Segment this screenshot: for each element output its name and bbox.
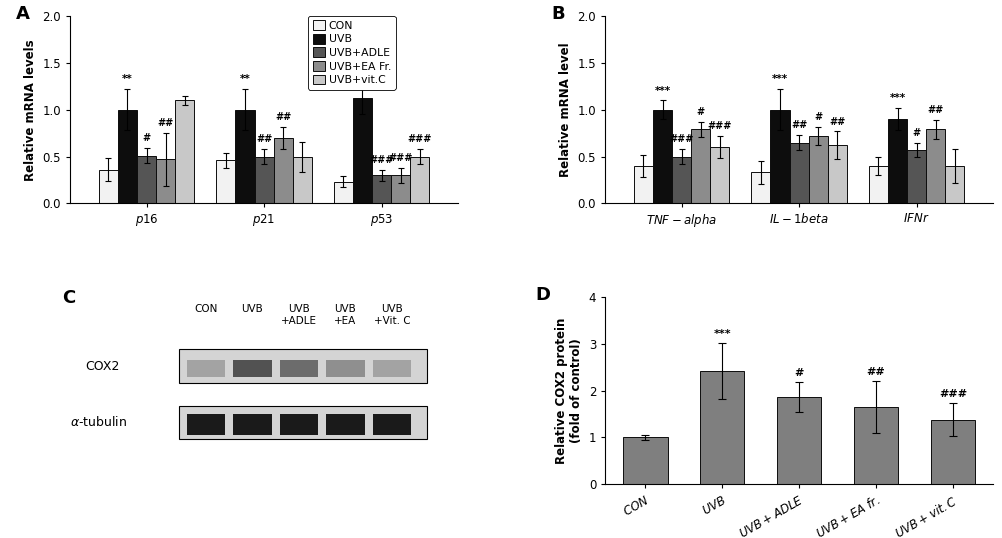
Text: UVB
+EA: UVB +EA (334, 305, 357, 326)
Text: ###: ### (369, 155, 394, 165)
Text: #: # (794, 369, 803, 378)
Bar (156, 159, 175, 203)
Text: ###: ### (407, 134, 432, 144)
Text: ***: *** (889, 93, 905, 103)
Text: ###: ### (668, 134, 693, 144)
Bar (326, 414, 365, 435)
Bar (789, 143, 808, 203)
Bar (235, 110, 255, 203)
Bar (326, 360, 365, 377)
Text: ##: ## (927, 105, 943, 115)
Bar (944, 166, 963, 203)
Bar (175, 101, 194, 203)
Text: COX2: COX2 (85, 360, 120, 373)
Text: ###: ### (938, 390, 966, 400)
Bar (750, 173, 770, 203)
Legend: CON, UVB, UVB+ADLE, UVB+EA Fr., UVB+vit.C: CON, UVB, UVB+ADLE, UVB+EA Fr., UVB+vit.… (308, 16, 395, 89)
Text: ***: *** (654, 86, 670, 96)
Bar (853, 407, 898, 484)
Bar (118, 110, 137, 203)
Text: UVB: UVB (241, 305, 264, 315)
Bar (372, 175, 391, 203)
Text: CON: CON (194, 305, 217, 315)
Bar (373, 360, 411, 377)
Text: ##: ## (157, 118, 173, 129)
Bar (770, 110, 789, 203)
Y-axis label: Relative COX2 protein
(fold of control): Relative COX2 protein (fold of control) (555, 317, 582, 464)
Bar (280, 414, 318, 435)
Text: ###: ### (707, 121, 731, 131)
Bar (622, 437, 667, 484)
Text: ###: ### (388, 153, 413, 163)
Bar (293, 157, 312, 203)
Bar (186, 360, 225, 377)
Text: #: # (696, 107, 704, 117)
Text: ##: ## (791, 121, 807, 130)
Bar (868, 166, 887, 203)
Bar (280, 360, 318, 377)
Bar (906, 150, 925, 203)
Text: ***: *** (354, 66, 370, 76)
Bar (925, 130, 944, 203)
Text: D: D (535, 286, 550, 304)
Bar (690, 130, 709, 203)
Bar (255, 157, 274, 203)
Bar (178, 349, 427, 383)
Bar (827, 145, 846, 203)
Y-axis label: Relative mRNA levels: Relative mRNA levels (24, 39, 37, 181)
Bar (232, 360, 272, 377)
Bar (216, 160, 235, 203)
Text: $\alpha$-tubulin: $\alpha$-tubulin (70, 415, 127, 429)
Text: A: A (16, 5, 30, 23)
Text: #: # (912, 128, 920, 138)
Bar (652, 110, 671, 203)
Y-axis label: Relative mRNA level: Relative mRNA level (558, 43, 571, 177)
Bar (887, 119, 906, 203)
Bar (137, 155, 156, 203)
Bar (186, 414, 225, 435)
Bar (776, 397, 821, 484)
Bar (930, 420, 974, 484)
Text: **: ** (239, 74, 250, 84)
Text: ##: ## (256, 134, 272, 144)
Bar (232, 414, 272, 435)
Bar (334, 182, 353, 203)
Text: ***: *** (772, 74, 788, 84)
Bar (699, 371, 743, 484)
Text: ##: ## (829, 117, 845, 126)
Bar (709, 147, 728, 203)
Text: ##: ## (275, 112, 291, 122)
Text: #: # (814, 112, 822, 122)
Text: ##: ## (866, 367, 885, 378)
Bar (99, 169, 118, 203)
Bar (373, 414, 411, 435)
Text: UVB
+ADLE: UVB +ADLE (281, 305, 317, 326)
Bar (391, 175, 410, 203)
Text: **: ** (122, 74, 132, 84)
Bar (671, 157, 690, 203)
Bar (633, 166, 652, 203)
Text: C: C (62, 289, 75, 308)
Bar (808, 136, 827, 203)
Text: UVB
+Vit. C: UVB +Vit. C (374, 305, 410, 326)
Text: ***: *** (712, 329, 730, 339)
Bar (410, 157, 429, 203)
Bar (178, 406, 427, 439)
Bar (274, 138, 293, 203)
Bar (353, 97, 372, 203)
Text: #: # (142, 133, 150, 144)
Text: B: B (550, 5, 564, 23)
